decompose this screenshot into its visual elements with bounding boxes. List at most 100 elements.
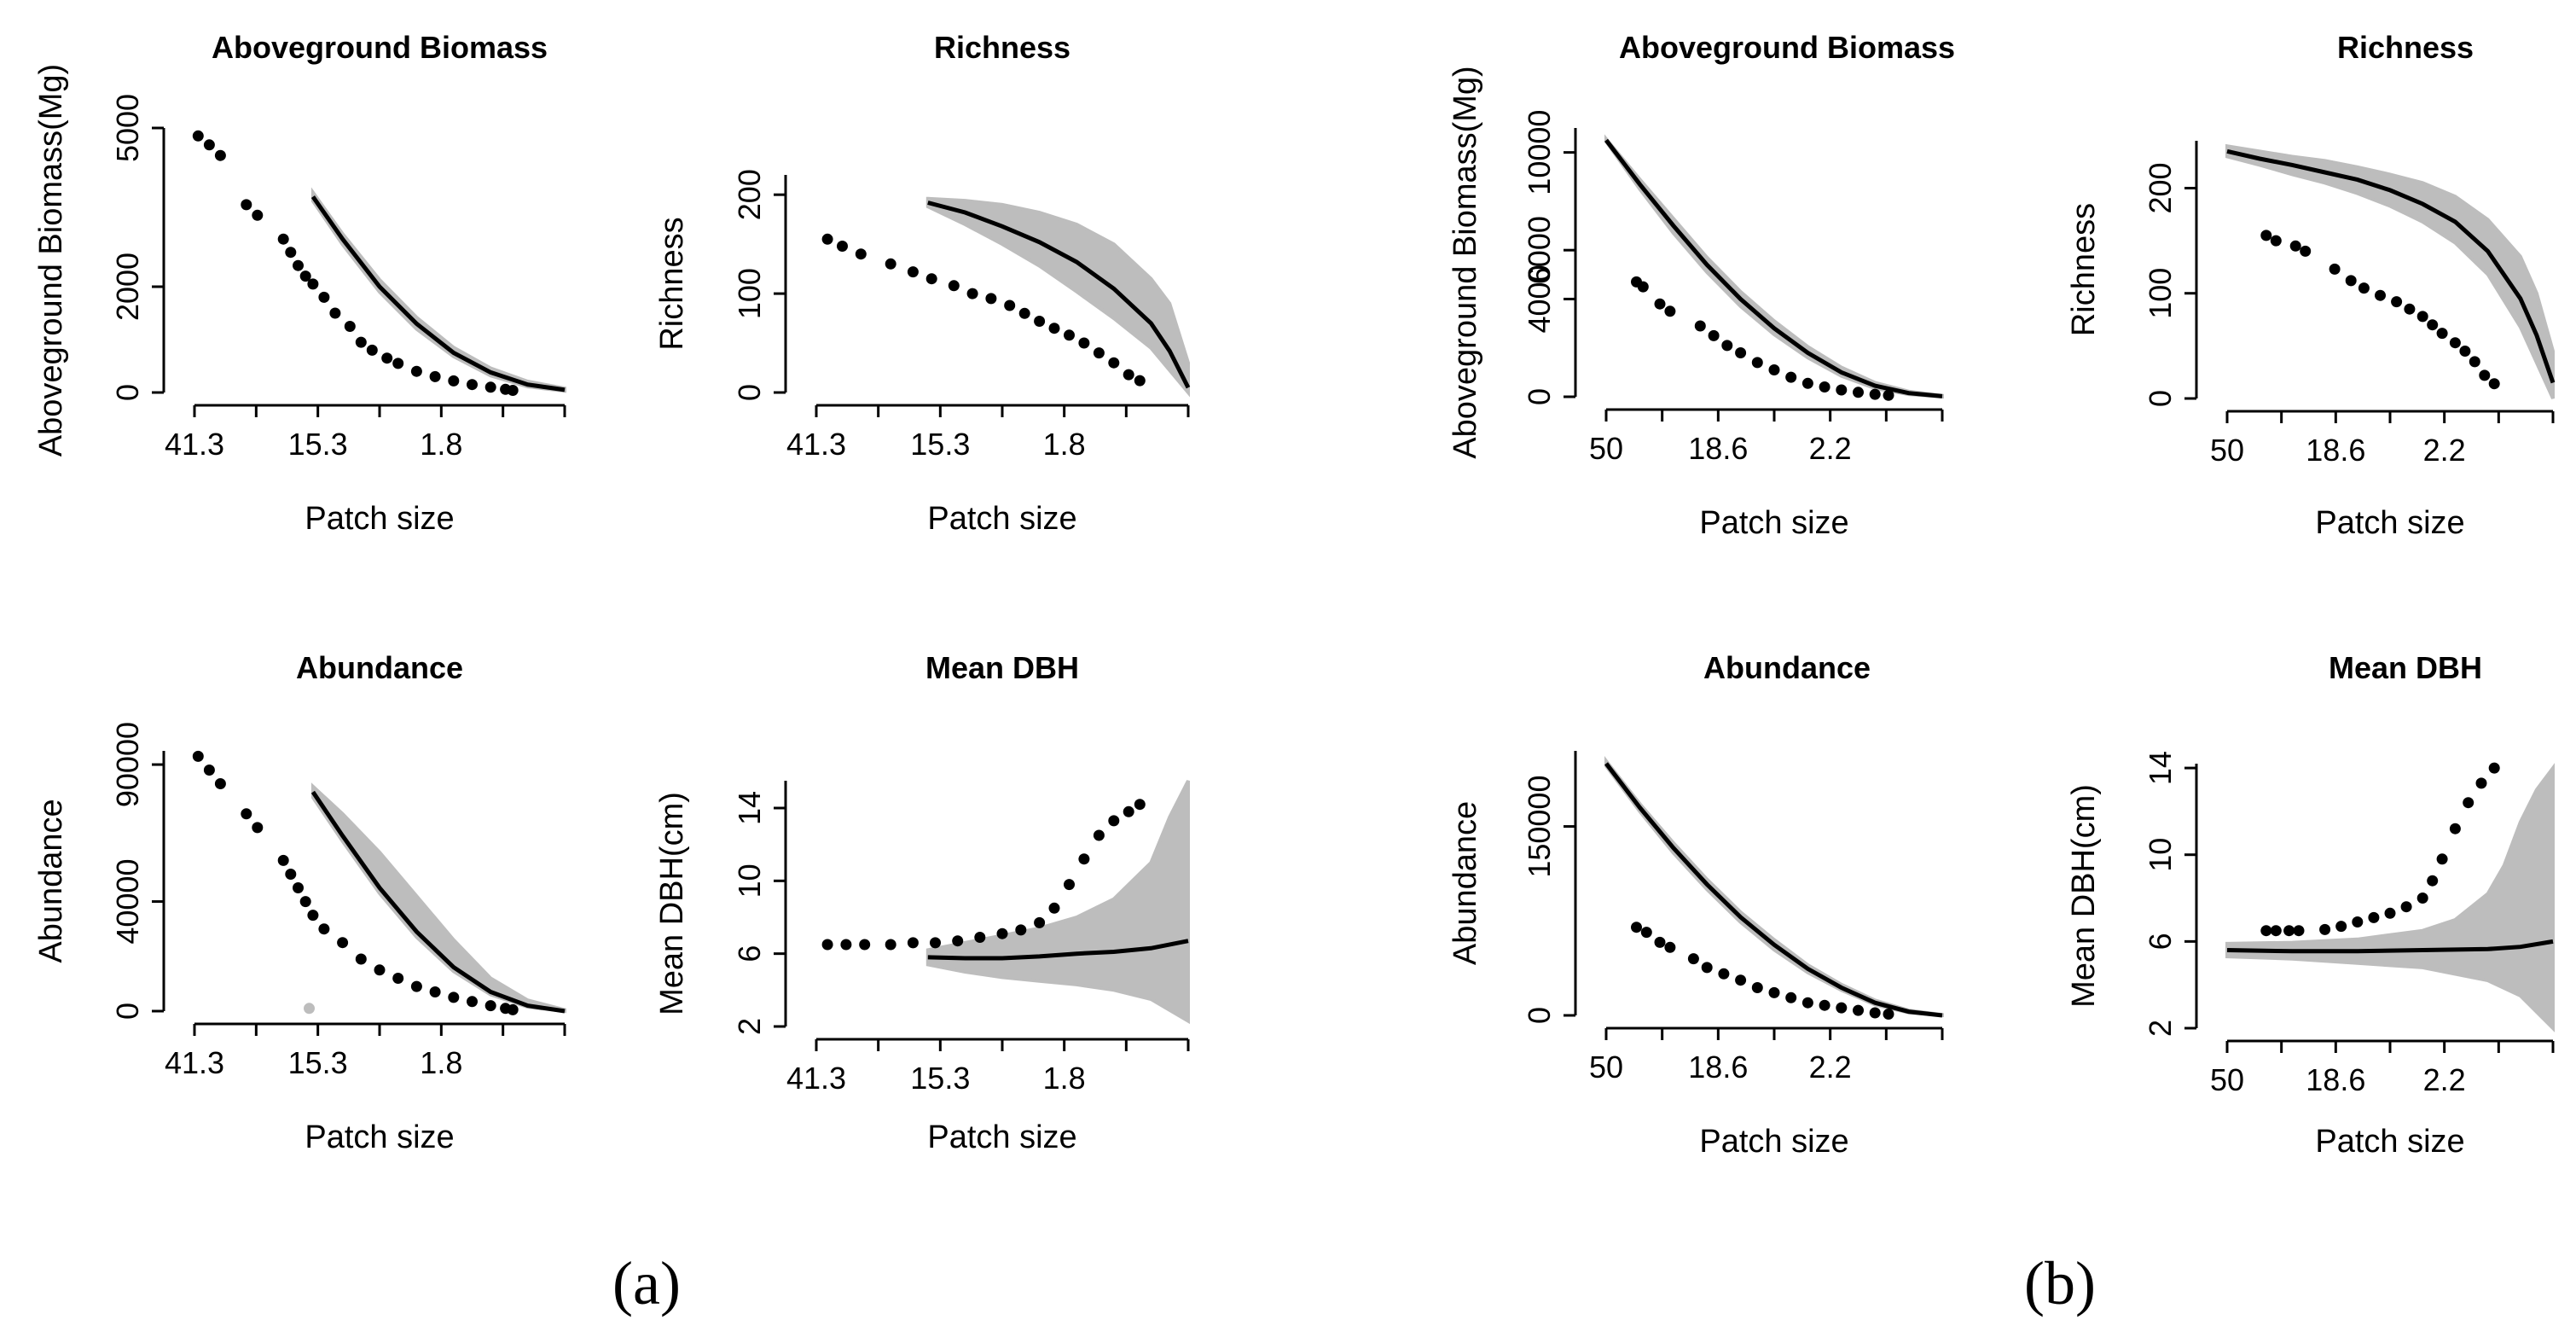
observed-point xyxy=(192,750,204,762)
observed-point xyxy=(429,986,441,997)
null-mean-line xyxy=(2226,148,2556,384)
null-mean-line xyxy=(927,939,1189,961)
observed-point xyxy=(1801,997,1813,1009)
observed-point xyxy=(2283,925,2295,937)
x-tick-label: 41.3 xyxy=(165,1045,224,1080)
observed-point xyxy=(1078,337,1090,349)
x-tick-label: 2.2 xyxy=(1809,1050,1852,1084)
panel-title: Aboveground Biomass xyxy=(212,30,548,65)
observed-point xyxy=(2479,369,2491,381)
observed-point xyxy=(214,149,226,161)
null-envelope xyxy=(925,780,1190,1025)
x-tick-label: 15.3 xyxy=(288,427,348,462)
observed-point xyxy=(2400,901,2412,913)
x-axis-label: Patch size xyxy=(2315,1124,2464,1160)
panel-title: Aboveground Biomass xyxy=(1619,30,1955,65)
observed-point xyxy=(1048,902,1060,914)
observed-point-grey xyxy=(304,1003,315,1015)
observed-point xyxy=(2358,282,2370,294)
observed-point xyxy=(374,964,386,976)
observed-point xyxy=(2335,921,2347,933)
observed-point xyxy=(1018,307,1030,319)
panel-title: Richness xyxy=(2337,30,2474,65)
observed-point xyxy=(2488,378,2500,390)
observed-point xyxy=(1108,357,1120,369)
y-tick-label: 0 xyxy=(2143,390,2178,407)
y-tick-label: 14 xyxy=(732,791,767,825)
observed-point xyxy=(410,980,422,992)
observed-point xyxy=(329,307,341,319)
observed-point xyxy=(2352,916,2364,927)
observed-point xyxy=(2319,923,2331,935)
panel-a3: Abundance 41.3 15.3 1.8 Patch size 0 40000 9000… xyxy=(33,650,566,1155)
observed-point xyxy=(1093,829,1105,841)
observed-point xyxy=(1819,381,1830,393)
y-tick-label: 0 xyxy=(110,1003,145,1020)
observed-point xyxy=(2375,289,2386,301)
observed-point xyxy=(2427,875,2439,887)
observed-point xyxy=(1015,924,1027,936)
y-tick-label: 200 xyxy=(732,169,767,220)
observed-point xyxy=(252,822,264,834)
observed-point xyxy=(1134,375,1146,387)
observed-point xyxy=(507,1003,519,1015)
observed-point xyxy=(907,266,919,278)
y-axis-label: Richness xyxy=(654,217,690,350)
observed-point xyxy=(1708,329,1720,341)
y-tick-label: 150000 xyxy=(1522,776,1557,878)
observed-point xyxy=(885,258,896,270)
observed-point xyxy=(1093,347,1105,359)
observed-point xyxy=(821,233,833,245)
observed-point xyxy=(1869,1007,1881,1019)
y-tick-label: 40000 xyxy=(110,859,145,945)
panel-title: Mean DBH xyxy=(925,650,1079,685)
x-tick-label: 50 xyxy=(2210,433,2244,468)
observed-point xyxy=(1048,323,1060,334)
observed-point xyxy=(1123,369,1134,381)
null-envelope xyxy=(310,782,566,1014)
observed-point xyxy=(1701,962,1713,974)
observed-point xyxy=(2368,911,2380,923)
observed-point xyxy=(467,379,478,391)
y-axis-label: Richness xyxy=(2066,203,2102,336)
observed-point xyxy=(355,953,367,965)
x-axis-label: Patch size xyxy=(1699,505,1848,541)
observed-point xyxy=(966,288,978,299)
observed-point xyxy=(930,937,941,949)
null-envelope xyxy=(1604,756,1944,1018)
observed-point xyxy=(1631,922,1642,933)
observed-point xyxy=(1883,389,1894,401)
caption-a: (a) xyxy=(612,1249,681,1317)
observed-point xyxy=(1721,340,1733,352)
observed-point xyxy=(985,293,997,305)
caption-b: (b) xyxy=(2024,1249,2096,1317)
y-tick-label: 0 xyxy=(1522,1007,1557,1024)
observed-point xyxy=(1819,999,1830,1011)
observed-point xyxy=(2260,230,2272,241)
x-tick-label: 50 xyxy=(1589,1050,1623,1084)
observed-point xyxy=(974,932,986,943)
observed-point xyxy=(355,336,367,348)
observed-point xyxy=(214,778,226,789)
observed-point xyxy=(2416,893,2428,904)
y-tick-label: 0 xyxy=(1522,388,1557,405)
observed-point xyxy=(1768,364,1780,375)
observed-point xyxy=(277,233,289,245)
x-tick-label: 41.3 xyxy=(786,1061,846,1096)
observed-point xyxy=(344,321,356,332)
x-tick-label: 41.3 xyxy=(786,427,846,462)
x-tick-label: 2.2 xyxy=(2423,433,2466,468)
observed-point xyxy=(203,765,215,776)
y-tick-label: 10000 xyxy=(1522,110,1557,195)
y-tick-label: 90000 xyxy=(110,722,145,807)
y-tick-label: 2 xyxy=(2143,1020,2178,1037)
y-tick-label: 14 xyxy=(2143,751,2178,785)
x-tick-label: 18.6 xyxy=(1688,431,1748,466)
observed-point xyxy=(1654,298,1666,310)
y-axis-label: Aboveground Biomass(Mg) xyxy=(1448,66,1483,458)
x-tick-label: 1.8 xyxy=(1043,427,1086,462)
observed-point xyxy=(203,139,215,151)
panel-title: Richness xyxy=(934,30,1070,65)
observed-point xyxy=(1785,371,1797,383)
observed-point xyxy=(1637,281,1649,293)
